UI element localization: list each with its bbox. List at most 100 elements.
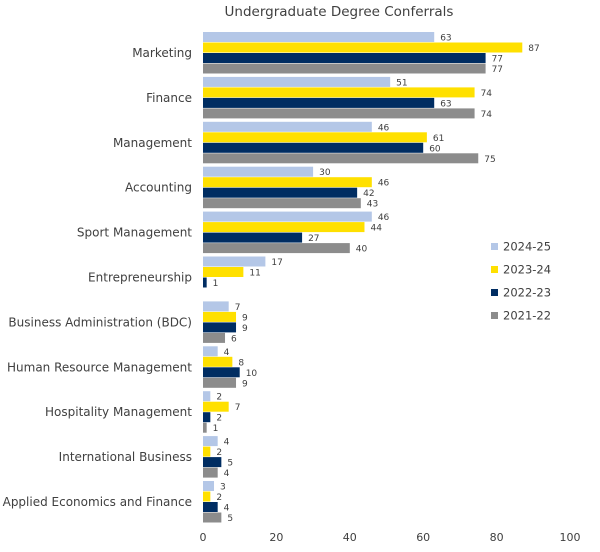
category-label: Hospitality Management <box>45 405 192 419</box>
data-label: 7 <box>235 303 241 313</box>
bar <box>203 502 218 512</box>
data-label: 2 <box>216 493 222 503</box>
category-label: International Business <box>59 450 192 464</box>
data-label: 10 <box>246 369 258 379</box>
data-label: 77 <box>492 65 503 75</box>
data-label: 5 <box>227 459 233 469</box>
bar <box>203 177 372 188</box>
data-label: 30 <box>319 168 331 178</box>
data-label: 46 <box>378 179 390 189</box>
data-label: 40 <box>356 245 368 255</box>
bar <box>203 243 350 254</box>
bar <box>203 346 218 357</box>
bar <box>203 491 211 502</box>
legend-swatch <box>491 266 498 273</box>
data-label: 87 <box>528 44 539 54</box>
data-label: 3 <box>220 483 226 493</box>
data-label: 43 <box>367 200 378 210</box>
legend-swatch <box>491 312 498 319</box>
bar <box>203 332 226 343</box>
bar <box>203 53 486 63</box>
data-label: 17 <box>271 258 282 268</box>
data-label: 63 <box>440 34 451 44</box>
bar <box>203 322 237 333</box>
category-label: Business Administration (BDC) <box>8 315 192 329</box>
bar <box>203 277 207 288</box>
x-tick-label: 0 <box>200 531 207 544</box>
category-label: Accounting <box>125 181 192 195</box>
bar <box>203 311 237 322</box>
data-label: 46 <box>378 213 390 223</box>
legend-label: 2022-23 <box>503 286 551 300</box>
bar <box>203 256 266 267</box>
bar <box>203 422 207 433</box>
bar <box>203 76 391 87</box>
category-label: Entrepreneurship <box>88 271 192 285</box>
data-label: 42 <box>363 189 374 199</box>
data-label: 9 <box>242 379 248 389</box>
x-tick-label: 40 <box>343 531 357 544</box>
bar <box>203 222 365 233</box>
data-label: 1 <box>213 424 219 434</box>
x-tick-label: 60 <box>416 531 430 544</box>
bar <box>203 301 229 312</box>
data-label: 63 <box>440 99 451 109</box>
x-tick-label: 80 <box>490 531 504 544</box>
data-label: 7 <box>235 403 241 413</box>
data-label: 77 <box>492 55 503 65</box>
bar <box>203 63 486 74</box>
category-label: Management <box>113 136 192 150</box>
data-label: 74 <box>481 89 493 99</box>
bar <box>203 512 222 523</box>
data-label: 2 <box>216 448 222 458</box>
bar <box>203 356 233 367</box>
bar <box>203 267 244 277</box>
x-tick-label: 100 <box>560 531 581 544</box>
bar <box>203 232 303 243</box>
data-label: 4 <box>224 469 230 479</box>
legend-swatch <box>491 243 498 250</box>
bar <box>203 187 358 198</box>
data-label: 2 <box>216 393 222 403</box>
data-label: 9 <box>242 324 248 334</box>
data-label: 61 <box>433 134 444 144</box>
bar <box>203 198 361 209</box>
data-label: 74 <box>481 110 493 120</box>
data-label: 46 <box>378 123 390 133</box>
data-label: 27 <box>308 234 319 244</box>
legend-swatch <box>491 289 498 296</box>
bar <box>203 108 475 119</box>
x-tick-label: 20 <box>269 531 283 544</box>
bar <box>203 446 211 457</box>
chart-title: Undergraduate Degree Conferrals <box>225 4 454 20</box>
bar <box>203 436 218 447</box>
bar <box>203 401 229 412</box>
bar <box>203 153 479 164</box>
bar <box>203 481 215 491</box>
bar <box>203 87 475 98</box>
data-label: 4 <box>224 438 230 448</box>
bar <box>203 97 435 108</box>
data-label: 44 <box>370 224 382 234</box>
data-label: 11 <box>249 269 260 279</box>
category-label: Finance <box>146 91 192 105</box>
bar <box>203 121 372 132</box>
legend-label: 2023-24 <box>503 263 551 277</box>
legend-label: 2021-22 <box>503 309 551 323</box>
bar <box>203 211 372 222</box>
data-label: 2 <box>216 414 222 424</box>
data-label: 5 <box>227 514 233 524</box>
bar <box>203 467 218 478</box>
bar <box>203 42 523 53</box>
data-label: 8 <box>238 358 244 368</box>
data-label: 4 <box>224 348 230 358</box>
bar <box>203 457 222 468</box>
data-label: 9 <box>242 313 248 323</box>
data-label: 75 <box>484 155 495 165</box>
bar <box>203 412 211 423</box>
bar <box>203 132 427 143</box>
bar <box>203 166 314 177</box>
category-label: Human Resource Management <box>7 360 192 374</box>
